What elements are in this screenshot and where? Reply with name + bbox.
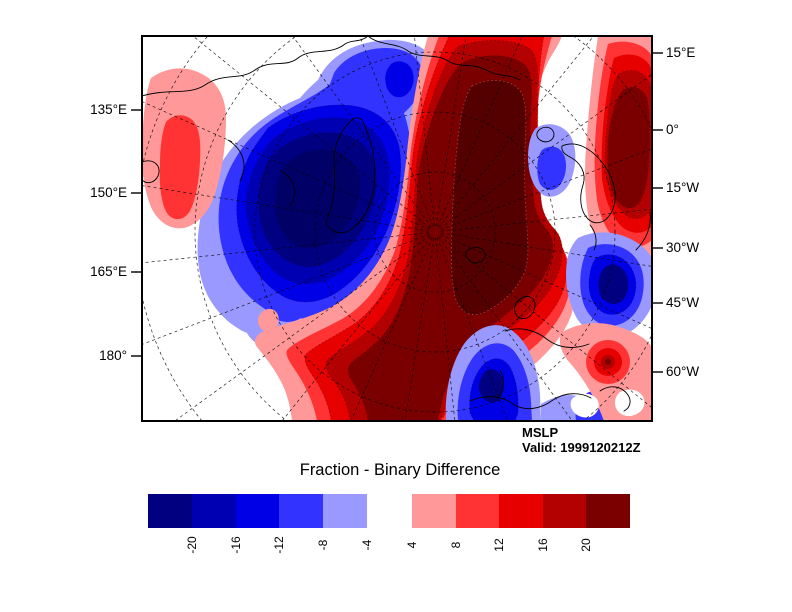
colorbar-tick-label: 20 [579,538,594,552]
colorbar-cell [542,494,587,528]
map-frame [141,35,653,422]
valid-time-label: Valid: 1999120212Z [522,440,641,455]
axis-label: 0° [666,122,679,137]
coastline-layer [142,36,651,412]
colorbar-tick-label: -8 [316,539,331,551]
axis-label: 30°W [666,240,700,255]
graticule-layer [142,36,652,421]
coastline [561,143,616,224]
meridian-line [438,36,595,228]
contour-region [385,61,414,98]
colorbar-tick-label: -12 [272,536,287,554]
meridian-line [174,235,431,421]
meridian-line [142,233,430,345]
axis-label: 15°W [666,180,700,195]
contour-fill-layer [142,36,652,421]
colorbar-cell [191,494,236,528]
colorbar-negative [148,494,367,528]
colorbar-cell [586,494,630,528]
colorbar-cell [323,494,367,528]
coastline [599,386,631,412]
colorbar-cell [455,494,500,528]
coastline [589,224,597,251]
coastline [142,36,369,97]
contour-region [537,146,567,190]
axis-label: 45°W [666,295,700,310]
map-caption: MSLP Valid: 1999120212Z [522,425,641,455]
axis-label: 165°E [90,264,127,279]
axis-label: 135°E [90,102,127,117]
contour-region [258,308,279,332]
axis-label: 60°W [666,364,700,379]
coastline [142,160,160,184]
contour-region [598,264,629,304]
meridian-line [440,234,652,329]
meridian-line [439,73,652,229]
colorbar-positive [412,494,630,528]
contour-region [607,86,651,209]
latitude-circle [254,51,616,413]
coastline [496,369,504,399]
coastline [227,139,296,207]
meridian-line [142,101,430,230]
colorbar-tick-label: -16 [228,536,243,554]
latitude-circle [314,111,556,353]
coastline [536,126,555,143]
coastline [367,36,521,81]
axis-label: 150°E [90,185,127,200]
meridian-line [142,185,430,232]
coastline [504,328,590,348]
colorbar-tick-label: -20 [184,536,199,554]
coastline [325,117,376,234]
meridian-line [142,232,430,264]
meridian-line [440,148,652,231]
meridian-line [292,36,432,228]
meridian-line [438,236,573,421]
latitude-circle [374,171,496,293]
axis-label: 15°E [666,45,696,60]
coastline [469,393,592,410]
colorbar-tick-label: -4 [360,539,374,551]
figure-title: Fraction - Binary Difference [299,461,501,479]
meridian-line [439,235,652,409]
colorbar-tick-label: 8 [448,541,463,549]
colorbar-tick-label: 12 [492,538,507,552]
colorbar-cell [279,494,324,528]
colorbar-cell [235,494,280,528]
meridian-line [440,232,652,267]
field-label: MSLP [522,425,559,440]
axis-label: 180° [99,348,127,363]
coastline [635,211,651,251]
colorbar-cell [148,494,192,528]
contour-region [605,359,611,365]
coastline [514,296,536,319]
colorbar-cell [412,494,456,528]
axis-ticks [131,52,663,373]
colorbar-cell [499,494,543,528]
contour-region [570,393,599,418]
colorbar-tick-label: 16 [535,538,550,552]
coastline [465,247,486,264]
colorbar-tick-label: 4 [405,541,419,549]
contour-region [274,149,361,248]
meridian-line [281,236,432,421]
contour-region [451,80,529,315]
contour-region [478,369,504,403]
meridian-line [192,36,431,229]
